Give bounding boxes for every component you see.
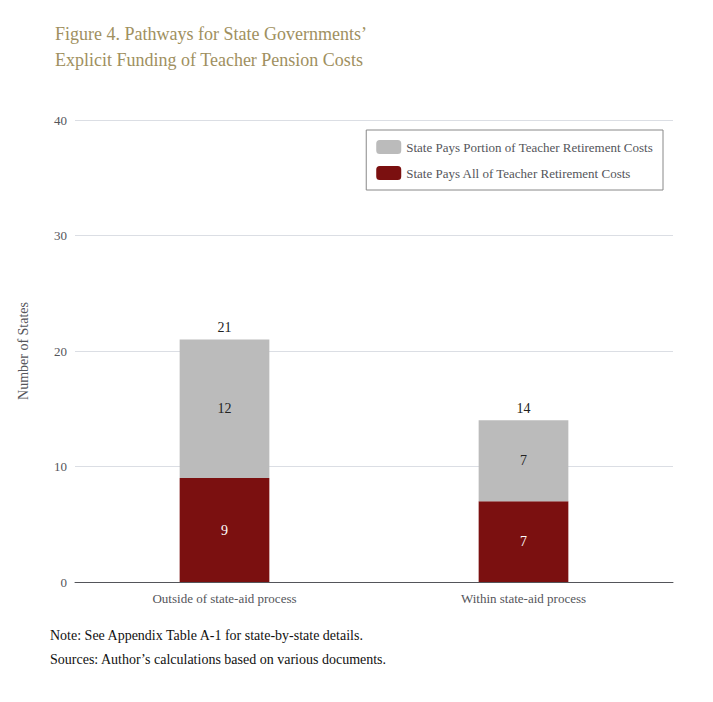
svg-text:Number of States: Number of States [16,302,31,400]
svg-text:State Pays All of Teacher Reti: State Pays All of Teacher Retirement Cos… [406,166,630,181]
svg-text:Outside of state-aid process: Outside of state-aid process [152,591,296,606]
svg-text:12: 12 [218,401,232,416]
svg-text:Sources: Author’s calculations: Sources: Author’s calculations based on … [50,652,386,667]
svg-text:Note: See Appendix Table A-1 f: Note: See Appendix Table A-1 for state-b… [50,628,363,643]
svg-text:21: 21 [218,320,232,335]
svg-text:30: 30 [54,228,67,243]
svg-text:State Pays Portion of Teacher: State Pays Portion of Teacher Retirement… [406,140,653,155]
svg-text:7: 7 [520,534,527,549]
svg-text:Figure 4. Pathways for State G: Figure 4. Pathways for State Governments… [55,24,367,44]
svg-text:20: 20 [54,344,67,359]
svg-text:Explicit Funding of Teacher Pe: Explicit Funding of Teacher Pension Cost… [55,50,363,70]
svg-text:7: 7 [520,453,527,468]
svg-text:14: 14 [517,401,531,416]
svg-text:Within state-aid process: Within state-aid process [461,591,586,606]
svg-text:0: 0 [61,575,68,590]
svg-text:9: 9 [221,523,228,538]
svg-text:10: 10 [54,459,67,474]
svg-text:40: 40 [54,113,67,128]
